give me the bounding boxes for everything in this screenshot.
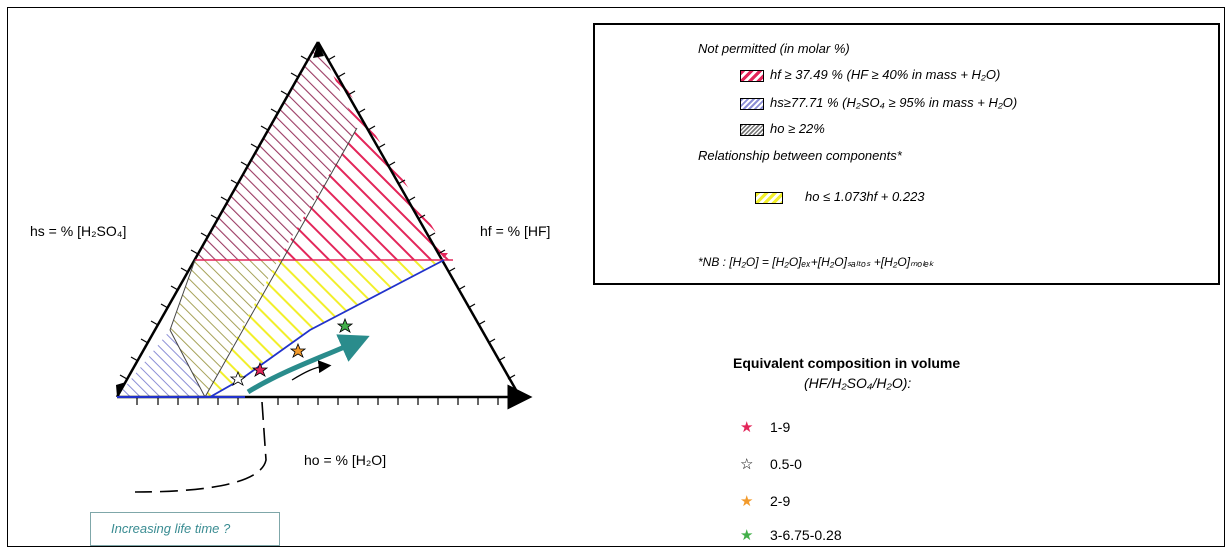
annotation-text: Increasing life time ? bbox=[111, 521, 231, 536]
swatch-gray-hatch bbox=[740, 124, 764, 136]
legend-star-4: ★ bbox=[740, 527, 754, 544]
axis-label-hf: hf = % [HF] bbox=[480, 223, 551, 239]
legend-star-2: ☆ bbox=[740, 456, 754, 473]
star-point-1-9 bbox=[251, 361, 269, 377]
legend-title-relationship: Relationship between components* bbox=[698, 148, 902, 163]
region-relationship bbox=[205, 260, 444, 397]
legend-box bbox=[593, 23, 1220, 285]
hf-limit-point bbox=[440, 253, 448, 258]
tick-marks bbox=[119, 55, 516, 405]
annotation-connector bbox=[134, 401, 267, 493]
star-point-0.5-0 bbox=[229, 370, 247, 386]
equivalent-item-1: 1-9 bbox=[770, 419, 791, 435]
legend-ho-rule: ho ≥ 22% bbox=[770, 121, 825, 136]
equivalent-title: Equivalent composition in volume bbox=[733, 355, 961, 371]
axis-label-hs: hs = % [H₂SO₄] bbox=[30, 223, 127, 239]
legend-relation: ho ≤ 1.073hf + 0.223 bbox=[805, 189, 925, 204]
axis-label-ho: ho = % [H₂O] bbox=[304, 452, 387, 468]
legend-hs-rule: hs≥77.71 % (H₂SO₄ ≥ 95% in mass + H₂O) bbox=[770, 95, 1018, 110]
legend-star-3: ★ bbox=[740, 493, 754, 510]
small-curve-arrow bbox=[291, 360, 332, 381]
region-hs-not-permitted bbox=[117, 330, 205, 397]
star-point-3-6.75-0.28 bbox=[336, 317, 354, 333]
ho-limit-line bbox=[169, 259, 196, 331]
hs-ho-limit-line bbox=[204, 127, 358, 398]
hs-limit-line bbox=[169, 329, 206, 398]
region-ho-not-permitted bbox=[170, 260, 278, 397]
swatch-red-hatch bbox=[740, 70, 764, 82]
equivalent-item-4: 3-6.75-0.28 bbox=[770, 527, 842, 543]
region-hf-not-permitted bbox=[278, 42, 453, 260]
legend-hf-rule: hf ≥ 37.49 % (HF ≥ 40% in mass + H₂O) bbox=[770, 67, 1001, 82]
star-point-2-9 bbox=[289, 342, 307, 358]
equivalent-item-3: 2-9 bbox=[770, 493, 791, 509]
figure-frame bbox=[7, 7, 1225, 547]
legend-title-not-permitted: Not permitted (in molar %) bbox=[698, 41, 850, 56]
equivalent-item-2: 0.5-0 bbox=[770, 456, 802, 472]
swatch-yellow-hatch bbox=[755, 192, 783, 204]
legend-star-1: ★ bbox=[740, 419, 754, 436]
equivalent-subtitle: (HF/H₂SO₄/H₂O): bbox=[804, 375, 912, 391]
swatch-blue-hatch bbox=[740, 98, 764, 110]
region-hs-hf-not-permitted bbox=[195, 42, 357, 260]
legend-note: *NB : [H₂O] = [H₂O]ₑₓ+[H₂O]ₛₐₗₜₒₛ +[H₂O]… bbox=[698, 255, 935, 269]
annotation-box: Increasing life time ? bbox=[90, 512, 280, 546]
increasing-life-arrow bbox=[246, 334, 370, 395]
relationship-line bbox=[209, 259, 445, 398]
